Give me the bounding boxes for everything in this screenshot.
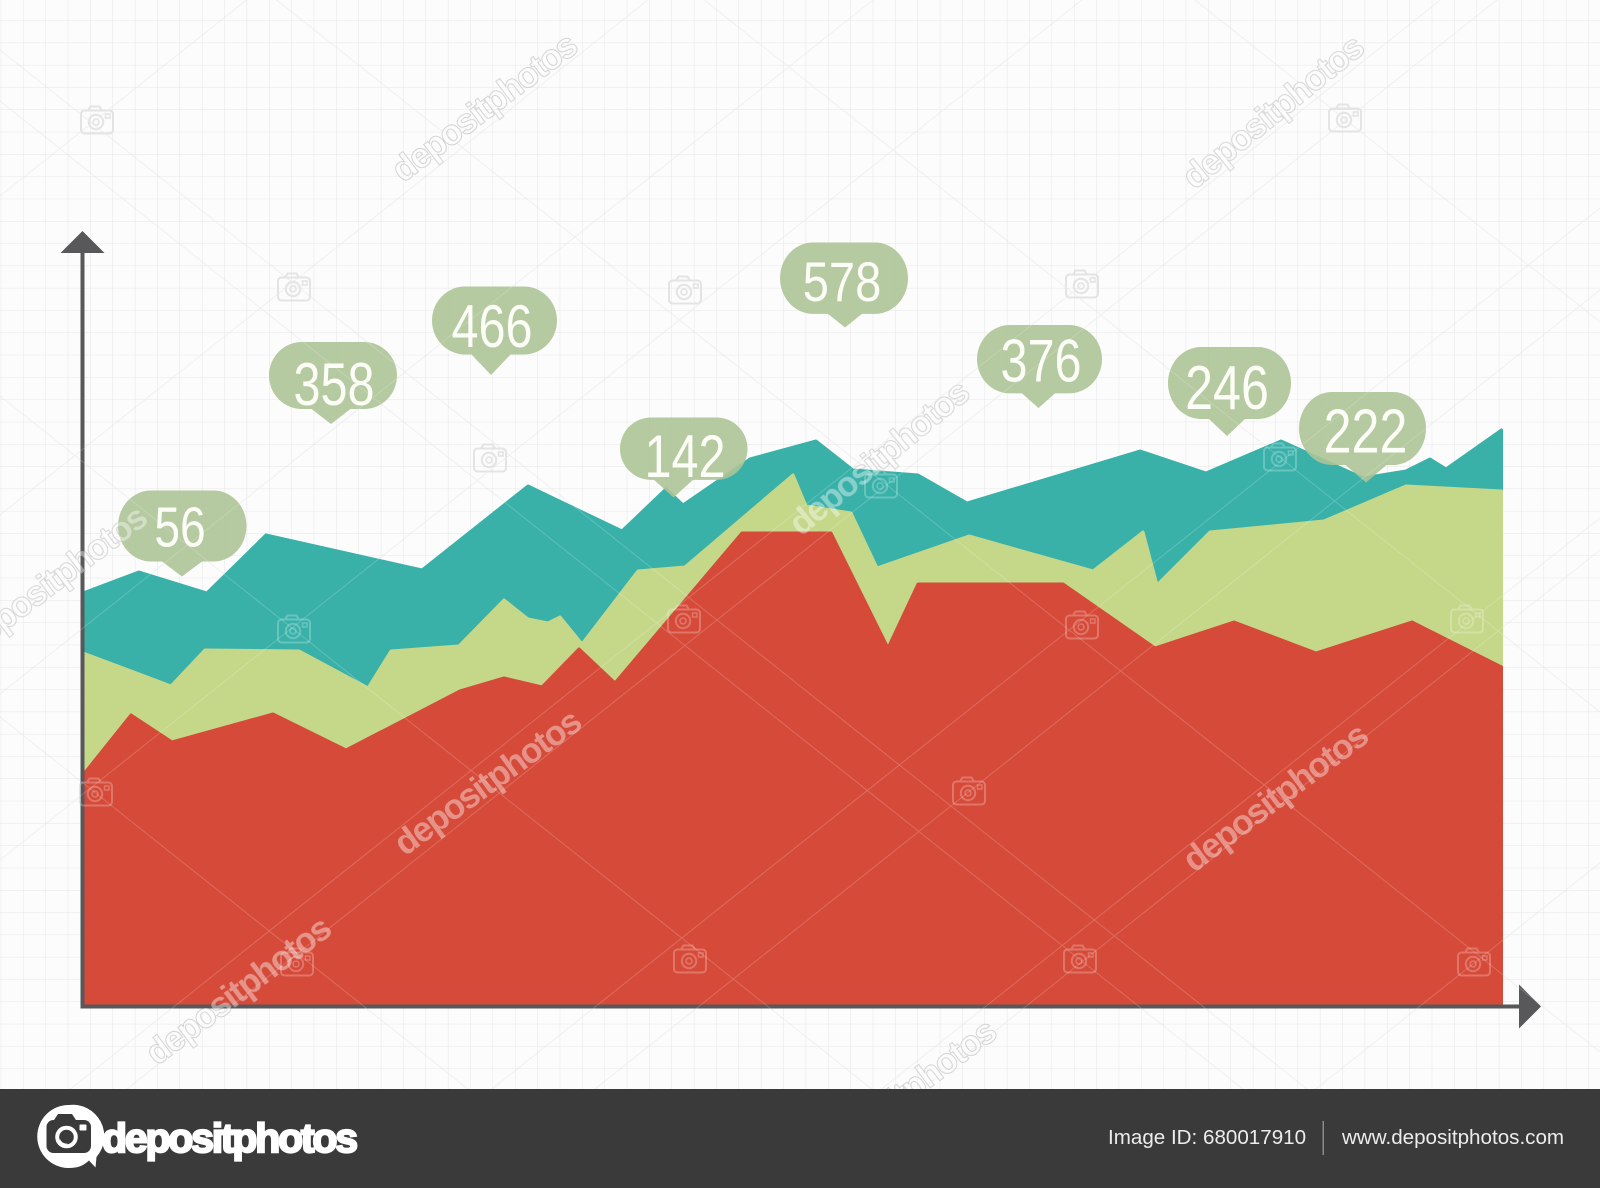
svg-text:Image ID: 680017910: Image ID: 680017910 bbox=[1108, 1126, 1306, 1149]
svg-text:466: 466 bbox=[451, 293, 532, 360]
svg-text:358: 358 bbox=[293, 351, 374, 418]
svg-text:246: 246 bbox=[1185, 353, 1269, 422]
svg-text:depositphotos: depositphotos bbox=[102, 1115, 357, 1161]
svg-text:56: 56 bbox=[154, 495, 205, 559]
svg-text:222: 222 bbox=[1324, 396, 1408, 465]
svg-text:142: 142 bbox=[644, 423, 725, 490]
svg-text:578: 578 bbox=[803, 250, 881, 313]
svg-text:www.depositphotos.com: www.depositphotos.com bbox=[1341, 1126, 1564, 1149]
svg-text:376: 376 bbox=[1000, 328, 1081, 395]
